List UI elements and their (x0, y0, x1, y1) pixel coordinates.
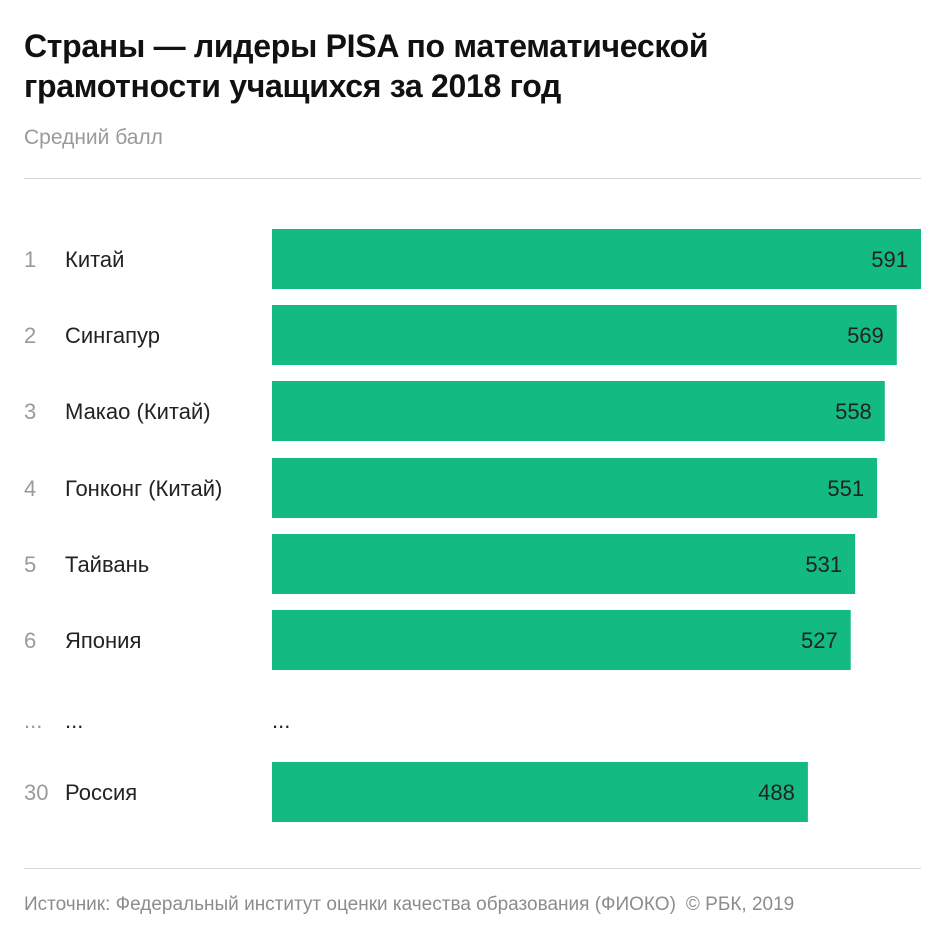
chart-title-line-1: Страны — лидеры PISA по математической (24, 28, 709, 64)
bar (272, 458, 878, 518)
country-label: Россия (65, 780, 137, 805)
chart-row: 6 Япония 527 (24, 610, 851, 670)
bar (272, 762, 808, 822)
value-label: 531 (805, 552, 842, 577)
gap-ellipsis: ... (272, 708, 290, 733)
chart-row: 2 Сингапур 569 (24, 305, 897, 365)
bar (272, 381, 885, 441)
bottom-divider (24, 868, 921, 869)
chart-row: 5 Тайвань 531 (24, 534, 856, 594)
chart-row: 4 Гонконг (Китай) 551 (24, 458, 878, 518)
chart-row: 1 Китай 591 (24, 229, 921, 289)
rank-label: 2 (24, 323, 36, 348)
chart-title: Страны — лидеры PISA по математической г… (24, 26, 924, 106)
country-label: Тайвань (65, 552, 149, 577)
rank-label: 30 (24, 780, 48, 805)
chart-row: 3 Макао (Китай) 558 (24, 381, 885, 441)
rank-label: 4 (24, 476, 36, 501)
copyright-note: © РБК, 2019 (685, 894, 795, 915)
bar (272, 305, 897, 365)
chart-row: 30 Россия 488 (24, 762, 808, 822)
country-label: Гонконг (Китай) (65, 476, 222, 501)
country-label: Макао (Китай) (65, 399, 211, 424)
rank-label: 3 (24, 399, 36, 424)
country-label: Китай (65, 247, 124, 272)
country-label: ... (65, 708, 83, 733)
chart-row: ......... (24, 708, 290, 733)
rank-label: ... (24, 708, 42, 733)
value-label: 591 (871, 247, 908, 272)
top-divider (24, 178, 921, 179)
rank-label: 5 (24, 552, 36, 577)
rank-label: 1 (24, 247, 36, 272)
value-label: 551 (827, 476, 864, 501)
rank-label: 6 (24, 628, 36, 653)
source-note: Источник: Федеральный институт оценки ка… (24, 894, 676, 915)
bar (272, 229, 921, 289)
country-label: Сингапур (65, 323, 160, 348)
value-label: 569 (847, 323, 884, 348)
chart-subtitle: Средний балл (24, 126, 163, 149)
bar (272, 534, 856, 594)
chart-title-line-2: грамотности учащихся за 2018 год (24, 68, 562, 104)
country-label: Япония (65, 628, 141, 653)
value-label: 488 (758, 780, 795, 805)
bar (272, 610, 851, 670)
value-label: 527 (801, 628, 838, 653)
footer: Источник: Федеральный институт оценки ка… (24, 894, 794, 916)
value-label: 558 (835, 399, 872, 424)
